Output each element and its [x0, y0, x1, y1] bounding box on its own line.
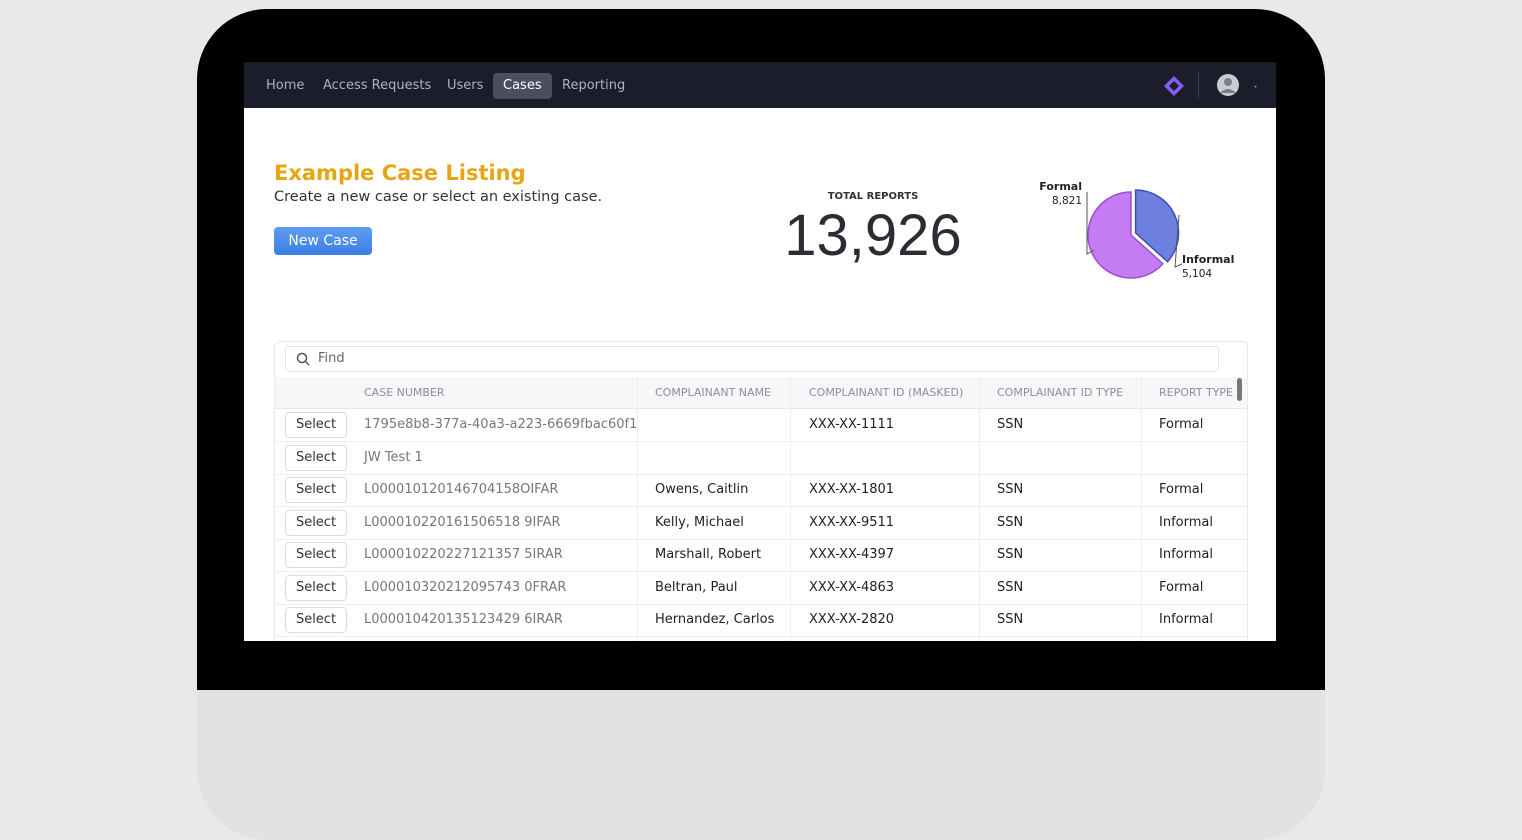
table-cell: Formal — [1159, 482, 1204, 497]
page-subtitle: Create a new case or select an existing … — [274, 189, 603, 205]
table-row: Select L000010420135123429 6IRAR Hernandez… — [275, 604, 1247, 637]
logo — [1164, 76, 1184, 96]
leader-line — [1086, 192, 1095, 255]
column-header: COMPLAINANT NAME — [655, 386, 772, 399]
table-cell: Informal — [1159, 612, 1213, 627]
table-cell: SSN — [997, 612, 1024, 627]
new-case-button[interactable]: New Case — [274, 227, 372, 255]
pie-label: Formal — [1039, 180, 1082, 193]
pie-value-label: 5,104 — [1182, 268, 1212, 280]
column-border — [1141, 377, 1142, 641]
navbar: Home Access Requests Users Cases Reporting — [244, 62, 1276, 108]
table-cell: Owens, Caitlin — [655, 482, 749, 497]
search-box[interactable]: Find — [285, 346, 1219, 372]
table-row: Select 1795e8b8-377a-40a3-a223-6669fbac60… — [275, 409, 1247, 442]
table-row: Select L000010220161506518 9IFAR Kelly, Mi… — [275, 507, 1247, 540]
table-cell: XXX-XX-4397 — [809, 547, 895, 562]
table-cell: Kelly, Michael — [655, 514, 744, 530]
nav-item[interactable]: Access Requests — [323, 78, 432, 93]
nav-item[interactable]: Home — [266, 78, 305, 93]
table-cell: 1795e8b8-377a-40a3-a223-6669fbac60f1 — [364, 417, 638, 432]
table-cell: Informal — [1159, 547, 1213, 562]
table-cell: Formal — [1159, 579, 1204, 595]
stat-label: TOTAL REPORTS — [827, 191, 919, 202]
table-cell: SSN — [997, 579, 1024, 595]
table-cell: Informal — [1159, 514, 1213, 530]
leader-line — [1174, 214, 1183, 268]
nav-item[interactable]: Cases — [493, 73, 552, 99]
page: Home Access Requests Users Cases Reporting E… — [197, 9, 1325, 690]
page-title: Example Case Listing — [274, 161, 526, 185]
table-row: Select L000010120146704158OIFAR Owens, Cai… — [275, 474, 1247, 507]
pie-label: Informal — [1182, 253, 1234, 266]
select-button[interactable]: Select — [285, 542, 347, 568]
nav-item[interactable]: Users — [447, 78, 484, 93]
column-border — [637, 377, 638, 641]
column-header: CASE NUMBER — [364, 386, 445, 399]
pie-slice — [1087, 191, 1165, 279]
select-button[interactable]: Select — [285, 477, 347, 503]
select-button[interactable]: Select — [285, 607, 347, 633]
stat-value: 13,926 — [784, 203, 962, 268]
table-cell: XXX-XX-4863 — [809, 579, 895, 595]
select-button[interactable]: Select — [285, 574, 347, 601]
table-cell: JW Test 1 — [364, 449, 423, 465]
select-button[interactable]: Select — [285, 509, 347, 536]
table-cell: SSN — [997, 417, 1024, 432]
user-menu[interactable] — [1217, 74, 1257, 96]
table-cell: L000010320212095743 0FRAR — [364, 579, 567, 595]
table-cell: L000010220227121357 5IRAR — [364, 547, 563, 562]
nav-item[interactable]: Reporting — [562, 78, 626, 93]
table-cell: XXX-XX-1111 — [809, 417, 895, 432]
pie-value-label: 8,821 — [1052, 195, 1082, 207]
case-table: Find CASE NUMBER COMPLAINANT NAME COMPLAIN… — [274, 341, 1248, 641]
table-cell: XXX-XX-9511 — [809, 514, 895, 530]
table-header: CASE NUMBER COMPLAINANT NAME COMPLAINANT I… — [275, 377, 1247, 409]
table-cell: SSN — [997, 482, 1024, 497]
column-border — [979, 377, 980, 641]
scrollbar — [1237, 378, 1242, 401]
table-cell: L000010220161506518 9IFAR — [364, 514, 561, 530]
search-icon — [296, 352, 310, 366]
column-border — [790, 377, 791, 641]
table-row: Select JW Test 1 — [275, 442, 1247, 475]
pie-chart: Formal 8,821 Informal 5,104 — [1039, 180, 1234, 280]
table-cell: Hernandez, Carlos — [655, 612, 775, 627]
column-header: COMPLAINANT ID TYPE — [997, 386, 1124, 399]
table-cell: SSN — [997, 547, 1024, 562]
table-cell: L000010420135123429 6IRAR — [364, 612, 563, 627]
table-row: Select L000010220227121357 5IRAR Marshall,… — [275, 539, 1247, 572]
pie-slice — [1134, 189, 1180, 263]
table-cell: SSN — [997, 514, 1024, 530]
table-cell: XXX-XX-2820 — [809, 612, 895, 627]
select-button[interactable]: Select — [285, 444, 347, 471]
column-header: REPORT TYPE — [1159, 386, 1233, 399]
table-cell: Marshall, Robert — [655, 547, 762, 562]
table-cell: Beltran, Paul — [655, 579, 738, 595]
table-cell: L000010120146704158OIFAR — [364, 482, 559, 497]
column-header: COMPLAINANT ID (MASKED) — [809, 386, 964, 399]
divider — [1198, 72, 1199, 98]
search-placeholder: Find — [318, 351, 345, 366]
screen: Home Access Requests Users Cases Reporting E… — [244, 62, 1276, 641]
select-button[interactable]: Select — [285, 412, 347, 438]
table-row: Select L000010320212095743 0FRAR Beltran, … — [275, 572, 1247, 605]
table-cell: Formal — [1159, 417, 1204, 432]
table-cell: XXX-XX-1801 — [809, 482, 895, 497]
